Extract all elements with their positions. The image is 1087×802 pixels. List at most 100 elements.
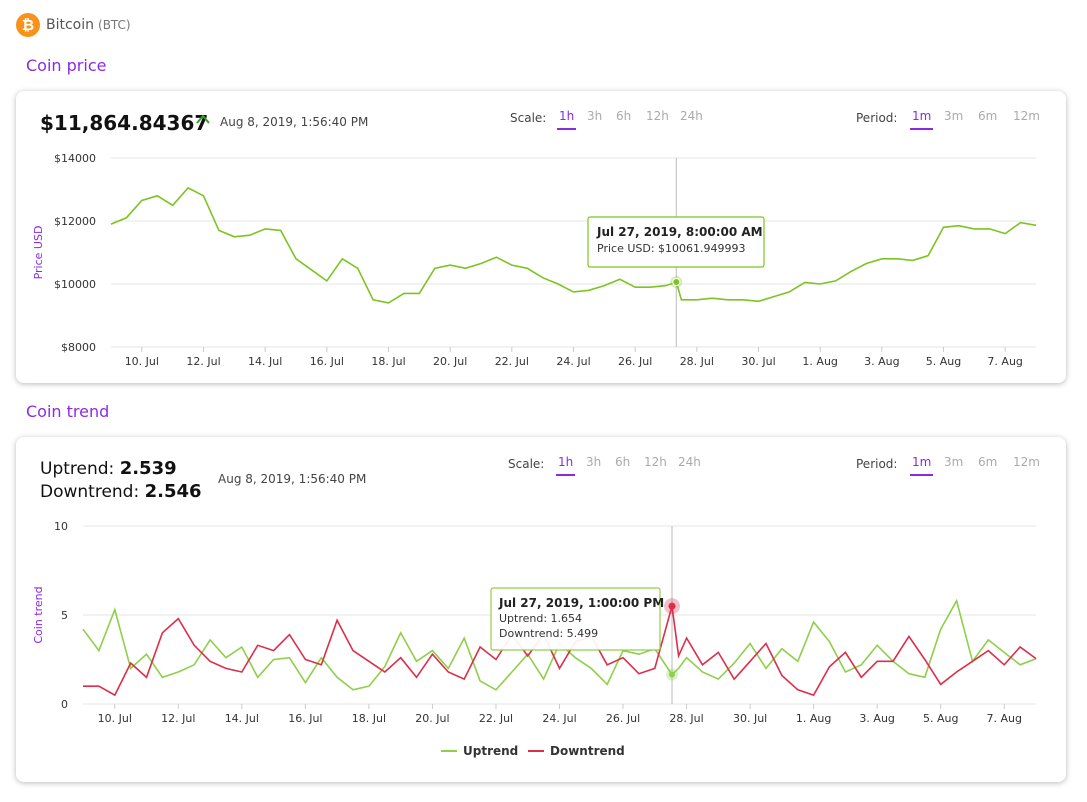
- period-option-1m[interactable]: 1m: [909, 455, 934, 476]
- period-label: Period:: [856, 457, 898, 471]
- bitcoin-icon: ₿: [16, 13, 40, 37]
- scale-option-6h[interactable]: 6h: [615, 455, 631, 469]
- tooltip-downtrend: Downtrend: 5.499: [499, 627, 598, 640]
- x-tick-label: 18. Jul: [371, 355, 405, 368]
- x-tick-label: 10. Jul: [98, 712, 132, 725]
- price-chart[interactable]: $8000 $10000 $12000 $14000 10. Jul 12. Jul 14.…: [16, 91, 1066, 383]
- tooltip-box: [587, 216, 765, 268]
- price-section-title: Coin price: [26, 56, 107, 75]
- trend-chart[interactable]: 0 5 10 10. Jul 12. Jul 14. Jul 16. Jul 18. Jul 2…: [16, 437, 1066, 782]
- x-tick-label: 7. Aug: [987, 355, 1022, 368]
- trend-section-title: Coin trend: [26, 402, 110, 421]
- period-option-12m[interactable]: 12m: [1013, 455, 1040, 469]
- period-option-3m[interactable]: 3m: [944, 109, 964, 123]
- scale-option-12h[interactable]: 12h: [644, 455, 667, 469]
- period-label: Period:: [856, 111, 898, 125]
- chart-legend: Uptrend Downtrend: [441, 744, 625, 758]
- y-tick-label: $12000: [54, 215, 96, 228]
- x-tick-label: 16. Jul: [288, 712, 322, 725]
- x-tick-label: 20. Jul: [415, 712, 449, 725]
- y-tick-label: 0: [61, 698, 68, 711]
- y-tick-label: $14000: [54, 152, 96, 165]
- x-tick-label: 26. Jul: [606, 712, 640, 725]
- uptrend-summary: Uptrend: 2.539: [40, 458, 177, 479]
- scale-option-3h[interactable]: 3h: [586, 455, 602, 469]
- legend-label: Uptrend: [463, 744, 518, 758]
- period-option-6m[interactable]: 6m: [978, 109, 998, 123]
- y-axis-label: Coin trend: [32, 586, 45, 643]
- x-tick-label: 16. Jul: [310, 355, 344, 368]
- downtrend-value: 2.546: [144, 481, 202, 502]
- scale-option-12h[interactable]: 12h: [646, 109, 669, 123]
- x-tick-label: 3. Aug: [859, 712, 894, 725]
- tooltip-title: Jul 27, 2019, 8:00:00 AM: [596, 225, 763, 239]
- tooltip-title: Jul 27, 2019, 1:00:00 PM: [498, 596, 664, 610]
- current-price: $11,864.84367: [40, 111, 209, 135]
- trend-tooltip: Jul 27, 2019, 1:00:00 PM Uptrend: 1.654 Do…: [490, 587, 664, 651]
- scale-option-1h[interactable]: 1h: [556, 109, 577, 130]
- legend-item-uptrend[interactable]: Uptrend: [441, 744, 518, 758]
- x-tick-label: 20. Jul: [433, 355, 467, 368]
- period-option-6m[interactable]: 6m: [978, 455, 998, 469]
- up-arrow-icon: [196, 114, 210, 124]
- coin-name: Bitcoin: [46, 17, 95, 33]
- x-tick-label: 24. Jul: [556, 355, 590, 368]
- x-tick-label: 14. Jul: [225, 712, 259, 725]
- period-option-1m[interactable]: 1m: [909, 109, 934, 130]
- x-tick-label: 28. Jul: [680, 355, 714, 368]
- series-line-downtrend: [83, 605, 1037, 697]
- x-tick-label: 26. Jul: [618, 355, 652, 368]
- x-tick-label: 14. Jul: [248, 355, 282, 368]
- scale-option-3h[interactable]: 3h: [587, 109, 603, 123]
- x-tick-label: 5. Aug: [923, 712, 958, 725]
- x-tick-label: 30. Jul: [733, 712, 767, 725]
- y-tick-label: $10000: [54, 278, 96, 291]
- y-tick-label: $8000: [61, 341, 96, 354]
- uptrend-value: 2.539: [119, 458, 177, 479]
- y-tick-label: 5: [61, 609, 68, 622]
- hover-point: [672, 278, 681, 287]
- x-tick-label: 24. Jul: [542, 712, 576, 725]
- tooltip-price: Price USD: $10061.949993: [597, 242, 746, 255]
- trend-card: Uptrend: 2.539 Downtrend: 2.546 Aug 8, 2…: [16, 437, 1066, 782]
- x-tick-label: 22. Jul: [479, 712, 513, 725]
- price-timestamp: Aug 8, 2019, 1:56:40 PM: [220, 115, 369, 129]
- uptrend-label: Uptrend:: [40, 459, 115, 479]
- scale-label: Scale:: [510, 111, 547, 125]
- scale-option-1h[interactable]: 1h: [555, 455, 576, 476]
- downtrend-summary: Downtrend: 2.546: [40, 481, 202, 502]
- x-tick-label: 30. Jul: [741, 355, 775, 368]
- x-tick-label: 3. Aug: [864, 355, 899, 368]
- x-tick-label: 22. Jul: [495, 355, 529, 368]
- scale-option-24h[interactable]: 24h: [678, 455, 701, 469]
- hover-point-uptrend: [669, 671, 676, 678]
- y-axis-label: Price USD: [32, 226, 45, 280]
- tooltip-box: [490, 587, 661, 651]
- trend-timestamp: Aug 8, 2019, 1:56:40 PM: [218, 472, 367, 486]
- scale-label: Scale:: [508, 457, 545, 471]
- x-tick-label: 12. Jul: [186, 355, 220, 368]
- period-option-3m[interactable]: 3m: [944, 455, 964, 469]
- legend-item-downtrend[interactable]: Downtrend: [528, 744, 625, 758]
- x-tick-label: 12. Jul: [161, 712, 195, 725]
- tooltip-uptrend: Uptrend: 1.654: [499, 612, 582, 625]
- downtrend-label: Downtrend:: [40, 482, 140, 502]
- x-tick-label: 5. Aug: [926, 355, 961, 368]
- x-tick-label: 18. Jul: [352, 712, 386, 725]
- hover-point-downtrend: [668, 602, 676, 610]
- x-tick-label: 1. Aug: [802, 355, 837, 368]
- coin-symbol: (BTC): [98, 18, 131, 32]
- period-option-12m[interactable]: 12m: [1013, 109, 1040, 123]
- scale-option-6h[interactable]: 6h: [616, 109, 632, 123]
- price-tooltip: Jul 27, 2019, 8:00:00 AM Price USD: $1006…: [587, 216, 765, 268]
- y-tick-label: 10: [54, 520, 68, 533]
- x-tick-label: 10. Jul: [125, 355, 159, 368]
- scale-option-24h[interactable]: 24h: [680, 109, 703, 123]
- x-tick-label: 7. Aug: [986, 712, 1021, 725]
- price-card: $11,864.84367 Aug 8, 2019, 1:56:40 PM Sc…: [16, 91, 1066, 383]
- legend-label: Downtrend: [550, 744, 625, 758]
- series-line-price-usd: [110, 186, 1037, 304]
- x-tick-label: 28. Jul: [669, 712, 703, 725]
- x-tick-label: 1. Aug: [796, 712, 831, 725]
- coin-header: ₿ Bitcoin (BTC): [16, 13, 131, 37]
